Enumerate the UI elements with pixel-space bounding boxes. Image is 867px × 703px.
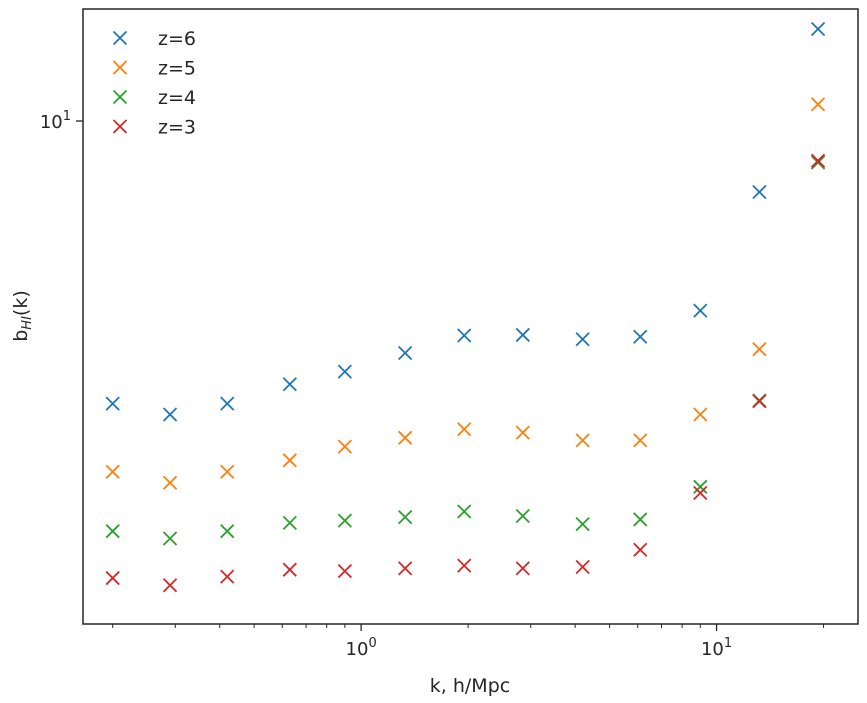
y-tick-label: 101 (40, 109, 71, 133)
data-point-z-6 (282, 377, 297, 392)
data-point-z-3 (810, 153, 826, 168)
data-point-z-3 (693, 485, 708, 501)
data-point-z-5 (515, 425, 530, 440)
data-point-z-3 (162, 578, 178, 593)
data-point-z-4 (282, 515, 297, 531)
data-point-z-6 (337, 364, 353, 379)
data-point-z-4 (398, 510, 413, 525)
data-point-z-5 (162, 475, 178, 490)
data-point-z-6 (575, 332, 590, 347)
data-point-z-4 (810, 155, 826, 170)
data-point-z-5 (810, 97, 826, 112)
plot-background (83, 9, 858, 624)
legend-label-z-3: z=3 (158, 117, 196, 139)
legend-label-z-5: z=5 (158, 58, 196, 80)
data-point-z-6 (105, 396, 120, 411)
data-point-z-5 (105, 464, 120, 479)
data-point-z-4 (337, 513, 353, 528)
data-point-z-5 (575, 433, 590, 448)
data-point-z-4 (515, 508, 530, 524)
data-point-z-3 (337, 563, 353, 579)
data-point-z-6 (220, 396, 235, 411)
data-point-z-5 (457, 422, 472, 437)
data-point-z-3 (633, 542, 648, 557)
legend-marker-z-6 (112, 30, 128, 46)
data-point-z-6 (398, 345, 413, 361)
data-point-z-3 (752, 394, 767, 409)
data-point-z-5 (693, 407, 708, 422)
legend: z=6 z=5 z=4 z=3 (112, 28, 196, 139)
data-point-z-4 (162, 531, 178, 546)
data-point-z-3 (105, 570, 120, 586)
data-point-z-6 (693, 303, 708, 318)
data-point-z-5 (220, 464, 235, 479)
plot-frame (82, 8, 859, 625)
data-point-z-3 (398, 561, 413, 576)
legend-marker-z-4 (112, 89, 128, 105)
data-point-z-4 (105, 524, 120, 539)
x-tick-label: 100 (346, 636, 377, 660)
data-point-z-3 (220, 569, 235, 584)
data-point-z-4 (633, 512, 648, 527)
data-point-z-3 (457, 558, 472, 573)
data-point-z-5 (337, 439, 353, 454)
data-point-z-4 (220, 524, 235, 539)
data-point-z-6 (162, 407, 178, 422)
legend-marker-z-5 (112, 60, 128, 75)
data-point-z-4 (693, 479, 708, 494)
data-point-z-3 (515, 561, 530, 576)
data-point-z-6 (633, 329, 648, 344)
data-point-z-5 (398, 430, 413, 445)
legend-label-z-4: z=4 (158, 87, 196, 109)
data-point-z-3 (282, 562, 297, 577)
data-point-z-4 (457, 504, 472, 519)
data-point-z-6 (752, 184, 767, 200)
data-point-z-5 (633, 433, 648, 448)
data-point-z-5 (752, 342, 767, 357)
data-point-z-6 (515, 327, 530, 343)
x-tick-label: 101 (701, 636, 732, 660)
data-point-z-6 (457, 328, 472, 343)
data-point-z-6 (810, 21, 826, 37)
data-point-z-3 (575, 559, 590, 575)
y-axis-label: bHI(k) (10, 290, 35, 342)
legend-label-z-6: z=6 (158, 28, 196, 50)
data-point-z-4 (575, 516, 590, 532)
data-points (105, 21, 826, 593)
axis-ticks: 100 101 101 (40, 109, 825, 660)
x-axis-label: k, h/Mpc (430, 675, 510, 697)
data-point-z-5 (282, 453, 297, 468)
legend-marker-z-3 (112, 119, 128, 134)
